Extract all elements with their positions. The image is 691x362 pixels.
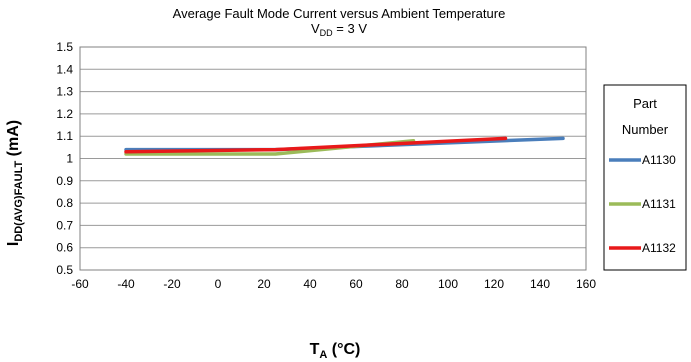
legend-label-a1132: A1132: [642, 241, 676, 255]
y-tick-label: 1.2: [56, 107, 73, 121]
y-tick-label: 1.5: [56, 40, 73, 54]
legend-title-line1: Part: [633, 96, 657, 111]
chart-subtitle: VDD = 3 V: [311, 21, 367, 38]
x-tick-label: 120: [484, 277, 504, 291]
y-tick-label: 0.6: [56, 241, 73, 255]
legend-box: [603, 84, 687, 271]
y-tick-label: 0.7: [56, 218, 73, 232]
y-axis: 0.5 0.6 0.7 0.8 0.9 1 1.1 1.2 1.3 1.4 1.5: [56, 40, 73, 277]
x-tick-label: 0: [215, 277, 222, 291]
y-tick-label: 0.9: [56, 174, 73, 188]
series-lines: [124, 136, 565, 156]
y-tick-label: 1.1: [56, 129, 73, 143]
x-tick-label: 80: [395, 277, 409, 291]
y-tick-label: 0.5: [56, 263, 73, 277]
y-tick-label: 1.3: [56, 85, 73, 99]
x-tick-label: 100: [438, 277, 458, 291]
x-tick-label: 60: [349, 277, 363, 291]
x-tick-label: -20: [163, 277, 181, 291]
legend-label-a1130: A1130: [642, 153, 676, 167]
plot-area: [79, 46, 587, 271]
legend: Part Number A1130 A1131 A1132: [603, 84, 687, 271]
x-axis-label: TA (°C): [310, 341, 361, 361]
y-tick-label: 1.4: [56, 62, 73, 76]
x-tick-label: -60: [71, 277, 89, 291]
legend-title-line2: Number: [622, 122, 669, 137]
gridlines: [80, 46, 586, 271]
y-tick-label: 1: [66, 152, 73, 166]
x-axis: -60 -40 -20 0 20 40 60 80 100 120 140 160: [71, 277, 596, 291]
y-tick-label: 0.8: [56, 196, 73, 210]
x-tick-label: 140: [530, 277, 550, 291]
y-axis-label: IDD(AVG)FAULT (mA): [5, 120, 25, 246]
x-tick-label: 20: [257, 277, 271, 291]
x-tick-label: 160: [576, 277, 596, 291]
series-line-a1132: [124, 136, 508, 154]
legend-entries: A1130 A1131 A1132: [609, 153, 676, 255]
plot-border: [79, 46, 587, 271]
legend-label-a1131: A1131: [642, 197, 676, 211]
x-tick-label: -40: [117, 277, 135, 291]
x-tick-label: 40: [303, 277, 317, 291]
chart-title: Average Fault Mode Current versus Ambien…: [173, 6, 506, 21]
